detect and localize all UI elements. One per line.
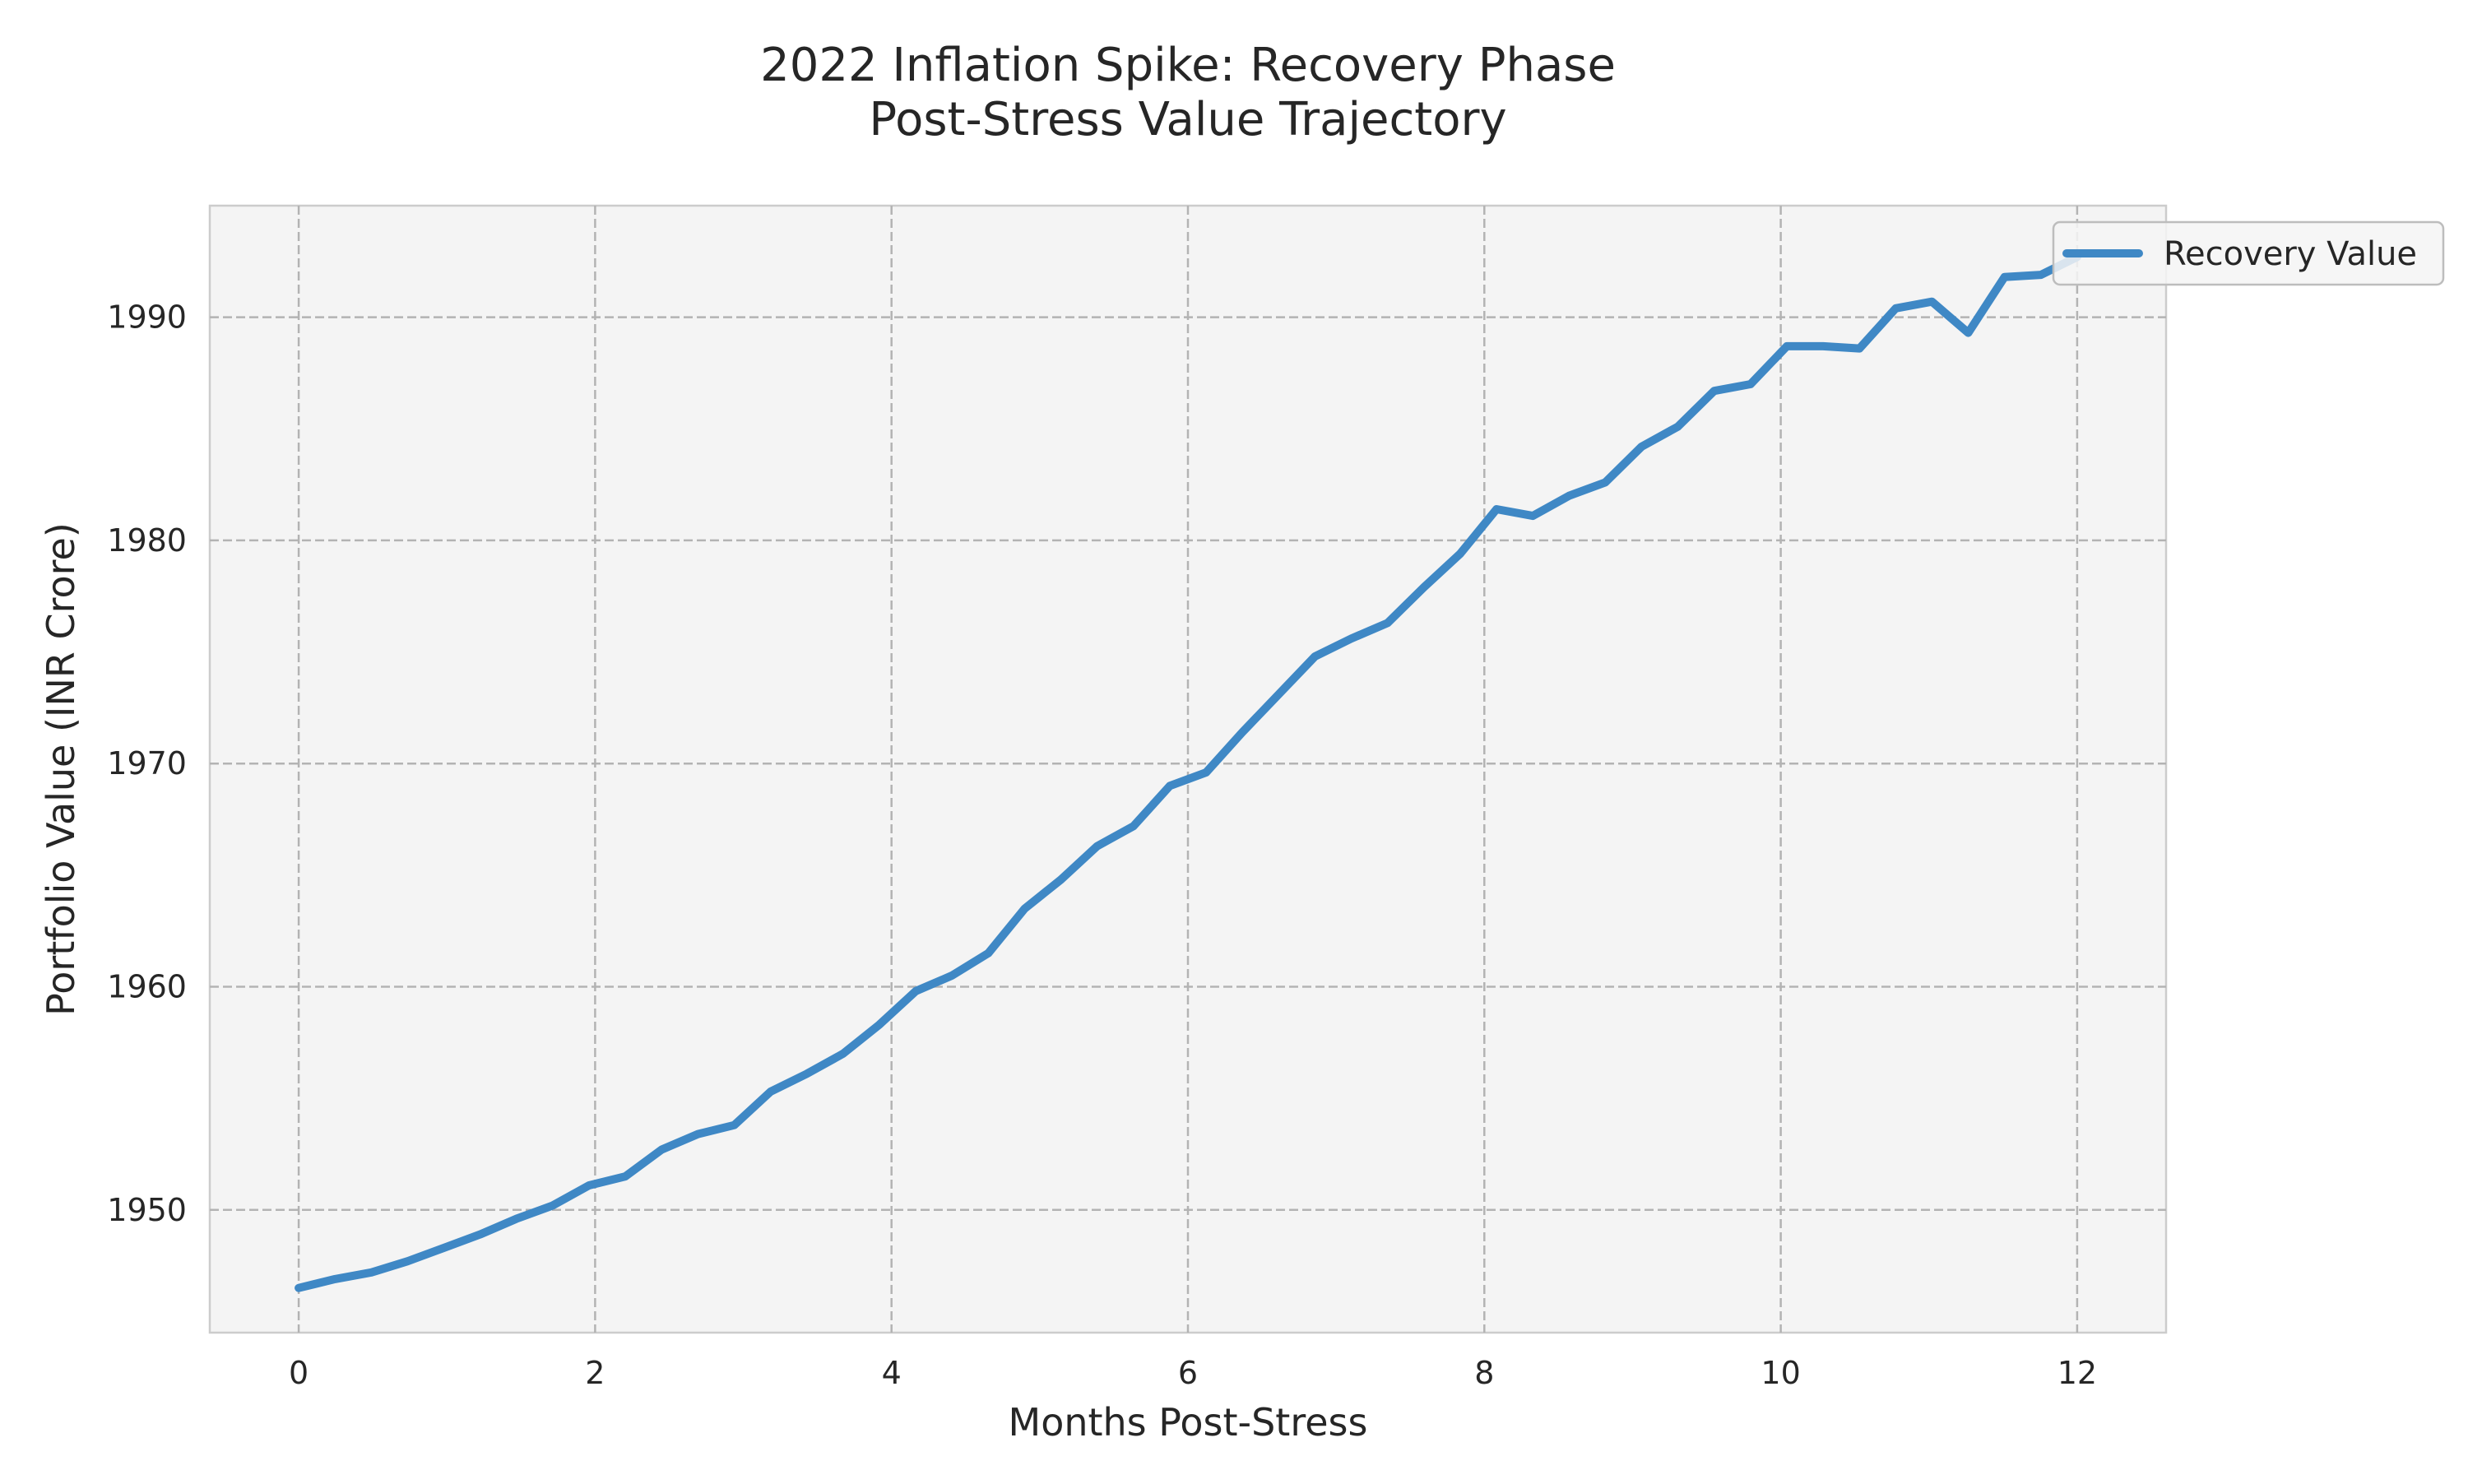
chart-title: 2022 Inflation Spike: Recovery Phase [760, 39, 1616, 92]
chart-subtitle: Post-Stress Value Trajectory [869, 93, 1506, 146]
data-point [335, 1278, 336, 1279]
data-point [443, 1247, 444, 1248]
y-tick-label: 1950 [107, 1192, 187, 1228]
x-tick-label: 10 [1761, 1355, 1800, 1391]
data-point [552, 1205, 553, 1206]
x-tick-label: 6 [1178, 1355, 1198, 1391]
data-point [1060, 879, 1061, 880]
data-point [1750, 384, 1751, 385]
plot-area [208, 204, 2168, 1334]
x-tick-label: 8 [1474, 1355, 1494, 1391]
data-point [1206, 772, 1207, 773]
x-tick-label: 2 [585, 1355, 605, 1391]
data-point [1968, 332, 1969, 333]
data-point [1641, 447, 1642, 448]
data-point [371, 1272, 372, 1273]
series-layer [295, 253, 2081, 1292]
data-point [1496, 509, 1497, 510]
data-point [1278, 694, 1279, 695]
data-point [1133, 826, 1134, 827]
data-point [625, 1176, 626, 1177]
data-point [589, 1185, 590, 1186]
legend: Recovery Value [2052, 220, 2445, 286]
data-point [1823, 345, 1824, 346]
data-point [2040, 275, 2041, 276]
x-axis-label: Months Post-Stress [1009, 1400, 1368, 1445]
data-point [1351, 638, 1352, 639]
data-point [516, 1218, 517, 1219]
x-tick-label: 0 [289, 1355, 308, 1391]
data-point [1387, 623, 1388, 624]
y-tick-label: 1990 [107, 299, 187, 336]
tick-layer: 0 2 4 6 8 10 12 1950 1960 1970 1980 1990 [107, 299, 2097, 1391]
legend-box [2052, 220, 2445, 286]
y-tick-label: 1960 [107, 969, 187, 1005]
data-point [1242, 732, 1243, 733]
data-point [952, 975, 953, 976]
x-tick-label: 12 [2057, 1355, 2097, 1391]
series-line-recovery-value [295, 253, 2081, 1292]
legend-label: Recovery Value [2164, 235, 2417, 273]
data-point [842, 1053, 843, 1054]
data-point [1024, 908, 1025, 909]
y-axis-label: Portfolio Value (INR Crore) [39, 522, 83, 1016]
y-tick-label: 1980 [107, 522, 187, 559]
y-tick-label: 1970 [107, 745, 187, 781]
data-point [1787, 345, 1788, 346]
data-point [1569, 495, 1570, 496]
data-point [2004, 276, 2005, 277]
data-point [1677, 426, 1678, 427]
data-point [1605, 482, 1606, 483]
data-point [661, 1149, 662, 1150]
data-point [407, 1261, 408, 1262]
data-point [1859, 348, 1860, 349]
x-tick-label: 4 [882, 1355, 902, 1391]
grid-layer [210, 206, 2166, 1333]
